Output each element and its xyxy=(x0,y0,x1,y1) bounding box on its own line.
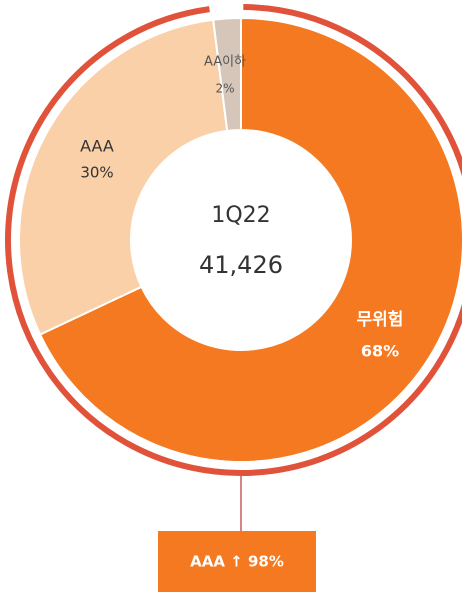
center-title: 1Q22 xyxy=(211,203,270,228)
slice-value-label: 68% xyxy=(361,342,399,361)
slice xyxy=(18,18,229,336)
center-hole xyxy=(132,131,350,349)
ring-arc xyxy=(5,4,462,476)
slice-label: AAA xyxy=(80,137,114,156)
slice-label: 무위험 xyxy=(357,309,404,330)
callout-text: AAA ↑ 98% xyxy=(190,553,284,571)
donut: 무위험 68% AAA 30% AA이하 2% AAA ↑ 98% xyxy=(5,4,462,592)
callout-box xyxy=(158,531,316,592)
slice-value-label: 2% xyxy=(215,82,234,96)
slice xyxy=(38,16,462,463)
slice xyxy=(212,16,242,132)
center-value: 41,426 xyxy=(199,251,283,279)
slice-value-label: 30% xyxy=(80,164,113,182)
slice-label: AA이하 xyxy=(204,55,246,70)
